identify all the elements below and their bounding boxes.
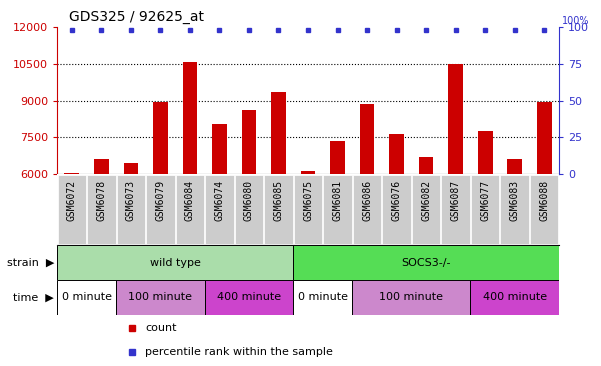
Text: GSM6080: GSM6080 bbox=[244, 180, 254, 221]
Bar bbox=[242, 111, 257, 174]
Bar bbox=[153, 102, 168, 174]
Bar bbox=[271, 92, 286, 174]
FancyBboxPatch shape bbox=[471, 175, 499, 244]
Text: wild type: wild type bbox=[150, 258, 201, 268]
Text: count: count bbox=[145, 323, 177, 333]
Text: percentile rank within the sample: percentile rank within the sample bbox=[145, 347, 333, 357]
Text: GSM6083: GSM6083 bbox=[510, 180, 520, 221]
FancyBboxPatch shape bbox=[352, 280, 471, 315]
Text: GSM6079: GSM6079 bbox=[156, 180, 165, 221]
Bar bbox=[330, 141, 345, 174]
Text: GSM6075: GSM6075 bbox=[303, 180, 313, 221]
Bar bbox=[478, 131, 492, 174]
Text: GSM6088: GSM6088 bbox=[539, 180, 549, 221]
Text: GSM6074: GSM6074 bbox=[215, 180, 224, 221]
FancyBboxPatch shape bbox=[57, 280, 116, 315]
Text: GSM6073: GSM6073 bbox=[126, 180, 136, 221]
FancyBboxPatch shape bbox=[293, 245, 559, 280]
FancyBboxPatch shape bbox=[116, 280, 205, 315]
Text: strain  ▶: strain ▶ bbox=[7, 258, 54, 268]
Text: 0 minute: 0 minute bbox=[297, 292, 348, 302]
Text: 100 minute: 100 minute bbox=[129, 292, 192, 302]
Text: 0 minute: 0 minute bbox=[62, 292, 112, 302]
Bar bbox=[389, 134, 404, 174]
Text: GSM6082: GSM6082 bbox=[421, 180, 431, 221]
FancyBboxPatch shape bbox=[235, 175, 263, 244]
Bar bbox=[183, 61, 197, 174]
FancyBboxPatch shape bbox=[146, 175, 174, 244]
FancyBboxPatch shape bbox=[57, 245, 293, 280]
Bar bbox=[212, 124, 227, 174]
FancyBboxPatch shape bbox=[175, 175, 204, 244]
Text: GSM6086: GSM6086 bbox=[362, 180, 372, 221]
Text: GSM6072: GSM6072 bbox=[67, 180, 77, 221]
FancyBboxPatch shape bbox=[442, 175, 470, 244]
FancyBboxPatch shape bbox=[412, 175, 441, 244]
Text: GSM6077: GSM6077 bbox=[480, 180, 490, 221]
Text: GSM6084: GSM6084 bbox=[185, 180, 195, 221]
Text: GSM6085: GSM6085 bbox=[273, 180, 284, 221]
Bar bbox=[537, 102, 552, 174]
Bar bbox=[94, 159, 109, 174]
FancyBboxPatch shape bbox=[471, 280, 559, 315]
FancyBboxPatch shape bbox=[205, 280, 293, 315]
FancyBboxPatch shape bbox=[530, 175, 558, 244]
Bar bbox=[507, 159, 522, 174]
FancyBboxPatch shape bbox=[294, 175, 322, 244]
FancyBboxPatch shape bbox=[323, 175, 352, 244]
Text: GSM6076: GSM6076 bbox=[392, 180, 401, 221]
Bar bbox=[448, 64, 463, 174]
Text: time  ▶: time ▶ bbox=[13, 292, 54, 302]
Text: GSM6078: GSM6078 bbox=[96, 180, 106, 221]
FancyBboxPatch shape bbox=[58, 175, 86, 244]
FancyBboxPatch shape bbox=[382, 175, 410, 244]
FancyBboxPatch shape bbox=[87, 175, 115, 244]
Text: 100%: 100% bbox=[562, 16, 590, 26]
Text: 400 minute: 400 minute bbox=[217, 292, 281, 302]
Bar bbox=[124, 163, 138, 174]
Bar bbox=[359, 104, 374, 174]
Text: GSM6087: GSM6087 bbox=[451, 180, 460, 221]
FancyBboxPatch shape bbox=[353, 175, 381, 244]
Text: 400 minute: 400 minute bbox=[483, 292, 547, 302]
FancyBboxPatch shape bbox=[206, 175, 234, 244]
Bar bbox=[300, 171, 316, 174]
Text: 100 minute: 100 minute bbox=[379, 292, 444, 302]
Bar bbox=[419, 157, 433, 174]
Bar bbox=[64, 173, 79, 174]
FancyBboxPatch shape bbox=[501, 175, 529, 244]
Text: SOCS3-/-: SOCS3-/- bbox=[401, 258, 451, 268]
FancyBboxPatch shape bbox=[293, 280, 352, 315]
FancyBboxPatch shape bbox=[264, 175, 293, 244]
Text: GDS325 / 92625_at: GDS325 / 92625_at bbox=[69, 10, 204, 24]
Text: GSM6081: GSM6081 bbox=[332, 180, 343, 221]
FancyBboxPatch shape bbox=[117, 175, 145, 244]
